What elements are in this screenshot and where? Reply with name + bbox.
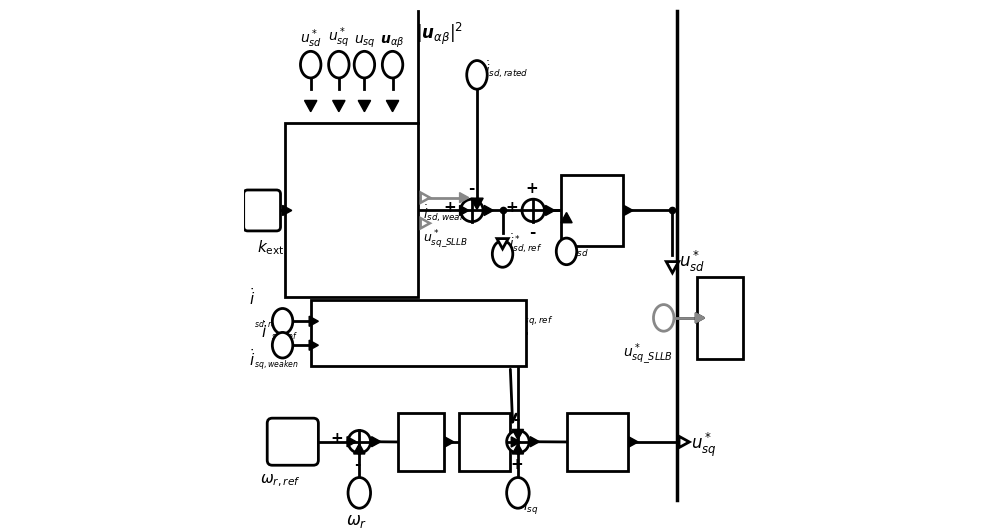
Text: $u^*_{sd}$: $u^*_{sd}$ (679, 249, 705, 274)
Circle shape (522, 199, 545, 222)
Polygon shape (695, 313, 705, 323)
Polygon shape (347, 436, 356, 447)
Text: +: + (489, 431, 502, 446)
Polygon shape (460, 193, 469, 203)
Ellipse shape (300, 52, 321, 78)
Polygon shape (561, 212, 572, 222)
Text: +: + (505, 200, 518, 216)
Text: MPI: MPI (572, 201, 612, 220)
Ellipse shape (507, 477, 529, 508)
Text: -: - (355, 457, 361, 472)
Text: +: + (444, 200, 457, 216)
Text: ${}_{sd,ref}$: ${}_{sd,ref}$ (271, 331, 298, 345)
Text: $u^*_{sq\_SLLB}$: $u^*_{sq\_SLLB}$ (623, 341, 673, 366)
Polygon shape (695, 313, 705, 323)
Text: $\dot{i}$: $\dot{i}$ (249, 288, 255, 309)
Text: ${}_{sq,weaken}$: ${}_{sq,weaken}$ (254, 358, 299, 373)
Text: $u_{sq}$: $u_{sq}$ (354, 34, 375, 50)
Text: ${}_{sd,ref}$: ${}_{sd,ref}$ (254, 319, 281, 332)
Polygon shape (666, 262, 679, 273)
Text: $u^*_{sq}$: $u^*_{sq}$ (328, 26, 350, 50)
Polygon shape (629, 437, 638, 447)
Polygon shape (460, 205, 469, 216)
Text: -: - (513, 413, 520, 427)
Text: MPI: MPI (577, 432, 618, 451)
FancyBboxPatch shape (311, 300, 526, 366)
Text: $e^{j\theta}$: $e^{j\theta}$ (706, 305, 734, 330)
Polygon shape (354, 444, 365, 454)
Text: $\sqrt{{\dot{i}}^{2}_{s\max}-{\dot{i}}^{2}_{sd,ref}-{\dot{i}}_{sq,weaken}}$: $\sqrt{{\dot{i}}^{2}_{s\max}-{\dot{i}}^{… (316, 318, 501, 348)
Ellipse shape (492, 241, 513, 267)
Polygon shape (309, 316, 318, 327)
Text: $\dot{i}$: $\dot{i}$ (249, 348, 255, 369)
Text: $|\boldsymbol{u}_{\alpha\beta}|^2$: $|\boldsymbol{u}_{\alpha\beta}|^2$ (416, 21, 463, 47)
Polygon shape (421, 193, 430, 203)
Ellipse shape (354, 52, 375, 78)
Ellipse shape (382, 52, 403, 78)
FancyBboxPatch shape (567, 413, 628, 472)
Text: Limit: Limit (461, 433, 508, 451)
Text: PI: PI (411, 433, 431, 451)
Polygon shape (497, 238, 508, 249)
Polygon shape (511, 437, 520, 447)
Ellipse shape (272, 332, 293, 358)
Text: $u^*_{sq}$: $u^*_{sq}$ (691, 430, 716, 459)
Polygon shape (484, 205, 493, 216)
Polygon shape (471, 198, 483, 209)
Ellipse shape (348, 477, 371, 508)
FancyBboxPatch shape (697, 277, 743, 359)
Text: $k_{\rm ext}$: $k_{\rm ext}$ (257, 238, 285, 258)
Text: $\dot{i}$: $\dot{i}$ (261, 320, 267, 341)
Polygon shape (333, 100, 345, 112)
Text: $\dot{i}_{sd,rated}$: $\dot{i}_{sd,rated}$ (485, 59, 528, 80)
Circle shape (461, 199, 483, 222)
Ellipse shape (653, 305, 674, 331)
Text: $u^*_{sq\_SLLB}$: $u^*_{sq\_SLLB}$ (423, 228, 468, 250)
Text: $u^*_{sd}$: $u^*_{sd}$ (300, 28, 322, 50)
Ellipse shape (556, 238, 577, 264)
Polygon shape (679, 436, 689, 448)
Polygon shape (283, 205, 292, 216)
Polygon shape (386, 100, 399, 112)
Text: SLLB-VRA
FC: SLLB-VRA FC (295, 189, 408, 232)
FancyBboxPatch shape (267, 418, 318, 465)
Polygon shape (530, 436, 539, 447)
FancyBboxPatch shape (459, 413, 510, 472)
Polygon shape (624, 205, 633, 216)
Text: +: + (330, 431, 343, 446)
Text: $\dot{i}_{sq,ref}$: $\dot{i}_{sq,ref}$ (520, 306, 554, 328)
Text: -: - (468, 181, 474, 196)
Polygon shape (546, 205, 555, 216)
Text: $\dot{i}^*_{sd,ref}$: $\dot{i}^*_{sd,ref}$ (509, 233, 542, 255)
Text: $\dot{i}_{sq}$: $\dot{i}_{sq}$ (523, 495, 538, 517)
FancyBboxPatch shape (398, 413, 444, 472)
Polygon shape (305, 100, 317, 112)
Polygon shape (445, 437, 454, 447)
Ellipse shape (272, 309, 293, 334)
FancyBboxPatch shape (244, 190, 281, 231)
Text: +: + (510, 457, 523, 472)
Text: -: - (529, 225, 535, 240)
FancyBboxPatch shape (561, 175, 623, 246)
Text: +: + (526, 181, 539, 196)
Circle shape (507, 431, 529, 453)
Text: $\dot{i}_{sd}$: $\dot{i}_{sd}$ (573, 239, 588, 259)
Circle shape (348, 431, 371, 453)
FancyBboxPatch shape (285, 124, 418, 297)
Text: $\omega_{r,ref}$: $\omega_{r,ref}$ (260, 473, 300, 489)
Polygon shape (309, 340, 318, 350)
Ellipse shape (467, 61, 487, 89)
Text: $\omega_r$: $\omega_r$ (346, 512, 367, 530)
Polygon shape (421, 218, 430, 228)
Text: $\dot{i}_{sd,weaken}$: $\dot{i}_{sd,weaken}$ (423, 203, 477, 224)
Polygon shape (372, 436, 381, 447)
Text: $\boldsymbol{u}_{\alpha\beta}$: $\boldsymbol{u}_{\alpha\beta}$ (380, 34, 405, 50)
Ellipse shape (329, 52, 349, 78)
Polygon shape (512, 444, 524, 454)
Polygon shape (358, 100, 371, 112)
Polygon shape (512, 430, 524, 440)
